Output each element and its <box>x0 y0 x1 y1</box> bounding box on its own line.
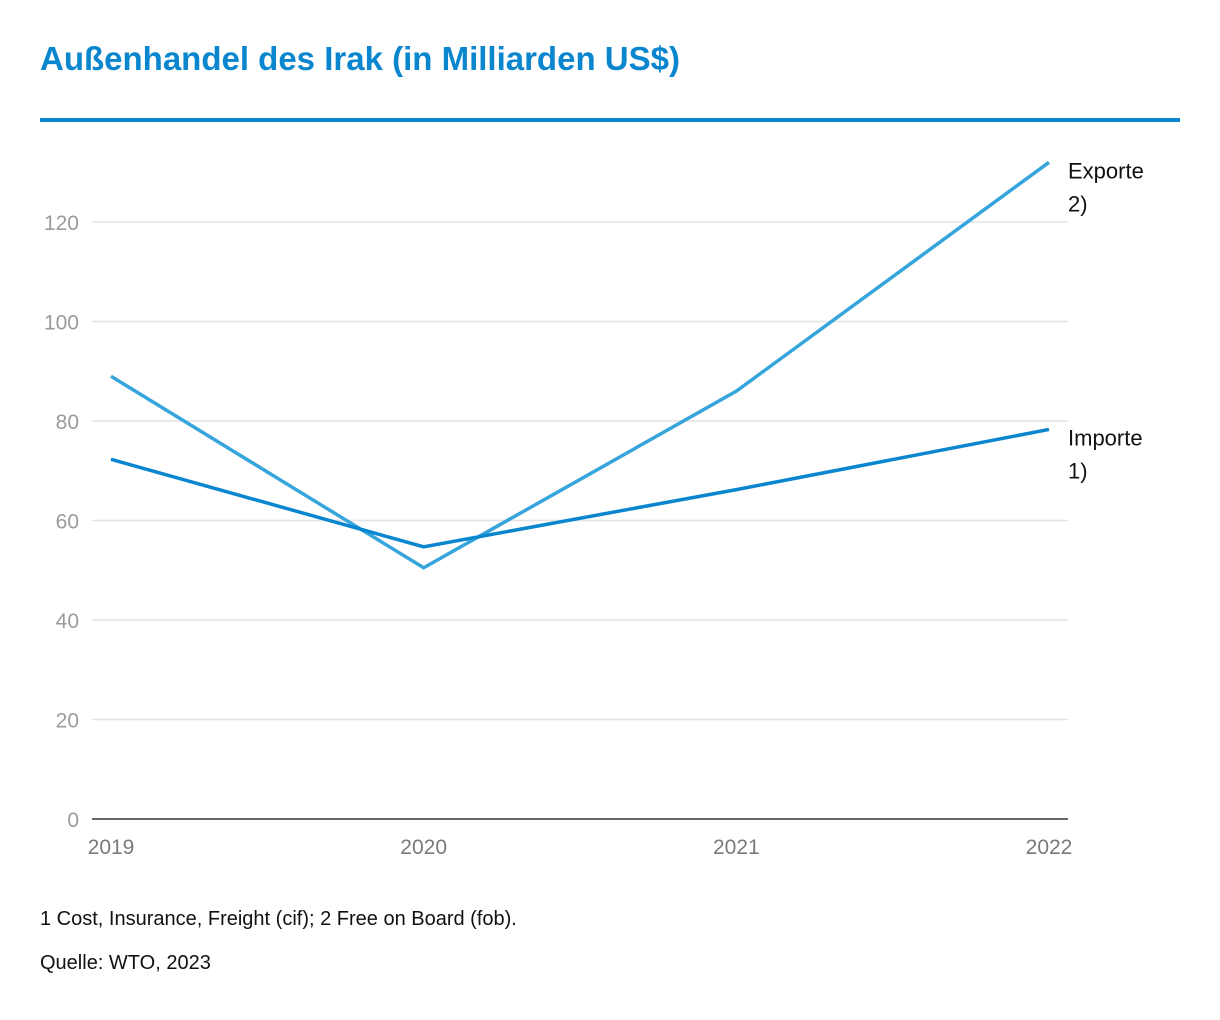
series-label-importe: 1) <box>1068 458 1088 483</box>
y-tick-label: 100 <box>44 312 79 335</box>
y-tick-label: 120 <box>44 212 79 235</box>
footnote: 1 Cost, Insurance, Freight (cif); 2 Free… <box>40 908 517 930</box>
series-label-exporte: Exporte <box>1068 158 1144 183</box>
y-tick-label: 60 <box>56 511 79 534</box>
series-line-exporte <box>110 160 1051 570</box>
x-tick-label: 2020 <box>400 836 447 859</box>
y-tick-label: 0 <box>67 809 79 832</box>
x-tick-label: 2019 <box>88 836 135 859</box>
source-note: Quelle: WTO, 2023 <box>40 952 211 974</box>
x-tick-label: 2022 <box>1026 836 1073 859</box>
y-tick-label: 40 <box>56 610 79 633</box>
x-tick-label: 2021 <box>713 836 760 859</box>
series-label-exporte: 2) <box>1068 191 1088 216</box>
chart-title: Außenhandel des Irak (in Milliarden US$) <box>40 40 680 77</box>
y-tick-label: 80 <box>56 411 79 434</box>
title-rule <box>40 118 1180 122</box>
series-line-importe <box>110 427 1050 549</box>
series-label-importe: Importe <box>1068 425 1143 450</box>
y-tick-label: 20 <box>56 710 79 733</box>
